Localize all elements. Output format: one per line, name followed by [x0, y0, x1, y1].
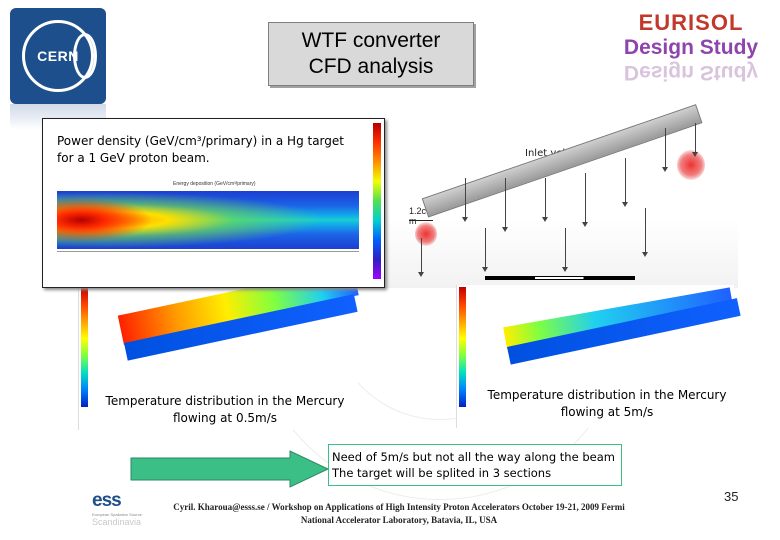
right-arrow-shape — [130, 450, 330, 488]
power-density-heatmap — [57, 191, 359, 249]
slide-title-line-2: CFD analysis — [308, 55, 434, 78]
cern-logo: CERN — [10, 8, 106, 104]
temperature-caption-left: Temperature distribution in the Mercury … — [105, 394, 345, 425]
inlet-vectors-right — [677, 150, 705, 180]
page-number: 35 — [724, 489, 739, 504]
power-density-caption: Power density (GeV/cm³/primary) in a Hg … — [57, 134, 344, 165]
scale-bar — [485, 276, 635, 280]
ess-logo-text: ess — [92, 490, 122, 511]
footer-citation: Cyril. Kharoua@esss.se / Workshop on App… — [144, 501, 654, 527]
slide-title-line-1: WTF converter — [301, 29, 441, 52]
velocity-arrow — [502, 178, 508, 232]
velocity-arrow — [662, 128, 668, 172]
velocity-arrow — [418, 238, 424, 277]
note-line-1: Need of 5m/s but not all the way along t… — [332, 450, 615, 464]
velocity-arrow — [482, 228, 488, 272]
temperature-caption-right: Temperature distribution in the Mercury … — [487, 388, 727, 419]
temperature-panel-left: Temperature distribution in the Mercury … — [78, 265, 359, 430]
velocity-arrow — [622, 158, 628, 207]
inlet-velocity-panel: Inlet velocity 1.2c m — [385, 104, 738, 288]
footer-line-2: National Accelerator Laboratory, Batavia… — [300, 515, 498, 525]
temperature-color-legend — [81, 287, 88, 407]
heatmap-x-axis — [57, 251, 359, 252]
velocity-arrow — [642, 208, 648, 257]
velocity-arrow — [462, 178, 468, 222]
dimension-label: 1.2c m — [409, 206, 426, 226]
note-box: Need of 5m/s but not all the way along t… — [328, 444, 622, 486]
cern-logo-ring: CERN — [22, 20, 97, 92]
temperature-panel-right: Temperature distribution in the Mercury … — [456, 285, 741, 428]
eurisol-logo-name: EURISOL — [638, 10, 744, 35]
velocity-arrow — [692, 123, 698, 157]
dimension-label-value: 1.2c — [409, 206, 427, 216]
target-tube-geometry — [421, 104, 703, 218]
note-line-2: The target will be splited in 3 sections — [332, 466, 552, 480]
heatmap-title: Energy deposition (GeV/cm³/primary) — [173, 181, 256, 187]
velocity-arrow — [562, 228, 568, 272]
footer-line-1: Cyril. Kharoua@esss.se / Workshop on App… — [173, 502, 625, 512]
eurisol-logo-subtitle: Design Study — [623, 36, 759, 59]
dimension-label-unit: m — [409, 216, 417, 226]
eurisol-logo-reflection: Design Study — [623, 61, 759, 84]
ess-logo-subtext: European Spallation Source — [92, 512, 142, 517]
cern-logo-text: CERN — [37, 48, 79, 64]
power-density-colorbar — [373, 123, 381, 279]
inlet-vectors-left — [415, 222, 437, 246]
slide-title-box: WTF converter CFD analysis — [268, 22, 474, 86]
power-density-panel: Power density (GeV/cm³/primary) in a Hg … — [42, 118, 385, 288]
eurisol-logo: EURISOL Design Study Design Study — [612, 10, 770, 84]
ess-logo-subtext-2: Scandinavia — [92, 517, 142, 527]
temperature-color-legend — [459, 287, 466, 407]
ess-logo: ess European Spallation Source Scandinav… — [92, 490, 142, 536]
dimension-arrow — [409, 220, 433, 221]
velocity-arrow — [542, 178, 548, 222]
velocity-arrow — [582, 173, 588, 227]
